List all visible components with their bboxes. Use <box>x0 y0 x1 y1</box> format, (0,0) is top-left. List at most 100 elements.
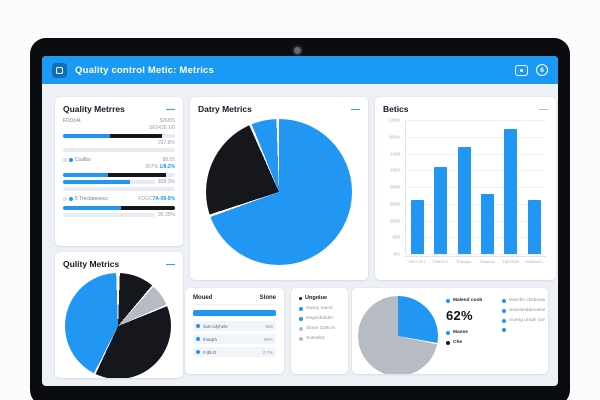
legend-item: Malend coob <box>446 298 500 303</box>
screenshot-icon[interactable] <box>515 64 528 76</box>
metric-right-value: $58.3% <box>158 179 175 185</box>
card-title: Datry Metrics <box>198 104 252 114</box>
bar <box>457 146 471 254</box>
metric-values: $8.55 907% 1/8.2% <box>145 157 175 170</box>
metric-label: Csafbo <box>75 157 91 163</box>
legend-label: Savey mend <box>306 306 333 311</box>
legend-item: Weiche chsboow <box>502 298 546 303</box>
legend-dot-icon <box>502 308 506 313</box>
legend-dot-icon <box>299 326 303 331</box>
qulity-metrics-card: Qulity Metrics — <box>55 252 183 378</box>
metric-values: FDGC7A-08-5% <box>138 196 175 202</box>
metric-right-value: 297.8% <box>158 140 175 146</box>
collapse-icon[interactable]: — <box>166 258 175 269</box>
card-title: Quality Metrres <box>63 104 125 114</box>
y-tick-label: 5000 <box>389 201 400 207</box>
legend-item: Che <box>446 340 500 345</box>
metric-block: 5 Trectatenecs FDGC7A-08-5% 96.39% <box>63 196 175 218</box>
row-label: F.d5-D <box>203 349 217 355</box>
gridline <box>406 187 546 188</box>
y-tick-label: 100% <box>388 134 400 140</box>
gridline <box>406 153 546 155</box>
row-value: 885 <box>265 323 273 329</box>
progress-bar <box>63 173 175 177</box>
progress-bar <box>63 134 175 138</box>
legend-label: Malend coob <box>453 298 483 303</box>
y-tick-label: 0% <box>393 251 400 257</box>
metric-values: $2M05 SE5426 1/6 <box>148 118 175 131</box>
legend-item <box>502 328 546 332</box>
legend-item: Degcidribdm <box>299 316 340 321</box>
table-row[interactable]: F.d5-D 2.7% <box>193 347 276 357</box>
badge-icon[interactable]: 6 <box>536 64 548 76</box>
bar-yaxis: 120% 100% 1000 1500 5000 5000 2000 900 0% <box>383 117 403 257</box>
table-col-header: Slone <box>259 295 276 301</box>
gridline <box>406 203 546 205</box>
betics-bar-chart: 120% 100% 1000 1500 5000 5000 2000 900 0% Y0KY2F… <box>383 118 548 268</box>
y-tick-label: 1500 <box>389 167 400 173</box>
gridline <box>406 254 546 255</box>
measure-table-card: Moued Slone Suk-cdyhele 885 Ihutqrh 89% … <box>185 288 284 374</box>
legend-dot-icon <box>299 316 303 321</box>
qulity-pie-chart <box>65 273 171 378</box>
checkbox-icon[interactable] <box>63 158 67 163</box>
bullet-icon <box>196 350 200 354</box>
monitor-bezel: Quality control Metic: Metrics 6 Quality… <box>30 38 570 400</box>
y-tick-label: 2000 <box>389 218 400 223</box>
collapse-icon[interactable]: — <box>351 103 360 114</box>
table-row[interactable]: Suk-cdyhele 885 <box>193 321 276 331</box>
quality-metres-card: Quality Metrres — FDOc4L $2M05 SE5426 1/… <box>55 97 183 246</box>
metric-label: 5 Trectatenecs <box>75 196 108 202</box>
progress-bar <box>63 180 156 184</box>
bar <box>481 193 495 254</box>
progress-bar-empty <box>63 148 175 152</box>
webcam-icon <box>292 45 303 56</box>
legend-label: Auerig urode (oe <box>509 318 545 323</box>
x-tick-label: M4bOuE1 <box>525 259 544 264</box>
bar <box>527 200 541 254</box>
gridline <box>406 120 546 121</box>
row-value: 89% <box>263 336 273 342</box>
collapse-icon[interactable]: — <box>539 103 548 114</box>
table-total-bar <box>193 310 276 316</box>
legend-label: Sotsolint <box>306 336 325 341</box>
gridline <box>406 220 546 222</box>
legend-item: Savey mend <box>299 306 340 311</box>
bullet-icon <box>69 197 73 202</box>
share-pie-chart <box>358 296 438 374</box>
row-value: 2.7% <box>262 349 273 355</box>
monitor-screen: Quality control Metic: Metrics 6 Quality… <box>42 56 558 386</box>
bullet-icon <box>69 158 73 163</box>
bar <box>504 129 518 254</box>
card-title: Betics <box>383 104 409 114</box>
bar-plot <box>405 120 546 255</box>
progress-bar-empty <box>63 212 156 217</box>
y-tick-label: 900 <box>392 234 400 240</box>
daty-metrics-card: Datry Metrics — <box>190 97 368 280</box>
app-header: Quality control Metic: Metrics 6 <box>42 56 558 84</box>
legend-item: Slone 1D9L% <box>299 326 340 331</box>
metric-label: FDOc4L <box>63 118 82 124</box>
legend-dot-icon <box>502 328 506 332</box>
row-label: Ihutqrh <box>203 336 218 342</box>
legend-item: Souramddecame <box>502 308 546 313</box>
legend-label: Degcidribdm <box>306 316 333 321</box>
metric-block: FDOc4L $2M05 SE5426 1/6 297.8% <box>63 118 175 152</box>
progress-bar-empty <box>63 187 175 191</box>
metric-block: Csafbo $8.55 907% 1/8.2% $58.3% <box>63 157 175 191</box>
app-logo-icon[interactable] <box>52 62 67 78</box>
bar <box>434 166 448 254</box>
x-tick-label: Y0KY2F1 <box>408 259 426 264</box>
x-tick-label: T4DOOR <box>502 259 520 264</box>
y-tick-label: 120% <box>388 117 400 123</box>
legend-dot-icon <box>299 306 303 311</box>
legend-dot-icon <box>299 336 303 341</box>
bar <box>411 200 425 254</box>
metric-right-value: 96.39% <box>158 211 175 218</box>
collapse-icon[interactable]: — <box>166 103 175 114</box>
checkbox-icon[interactable] <box>63 197 67 202</box>
legend-dot-icon <box>446 298 450 303</box>
gridline <box>406 237 546 239</box>
table-row[interactable]: Ihutqrh 89% <box>193 334 276 344</box>
